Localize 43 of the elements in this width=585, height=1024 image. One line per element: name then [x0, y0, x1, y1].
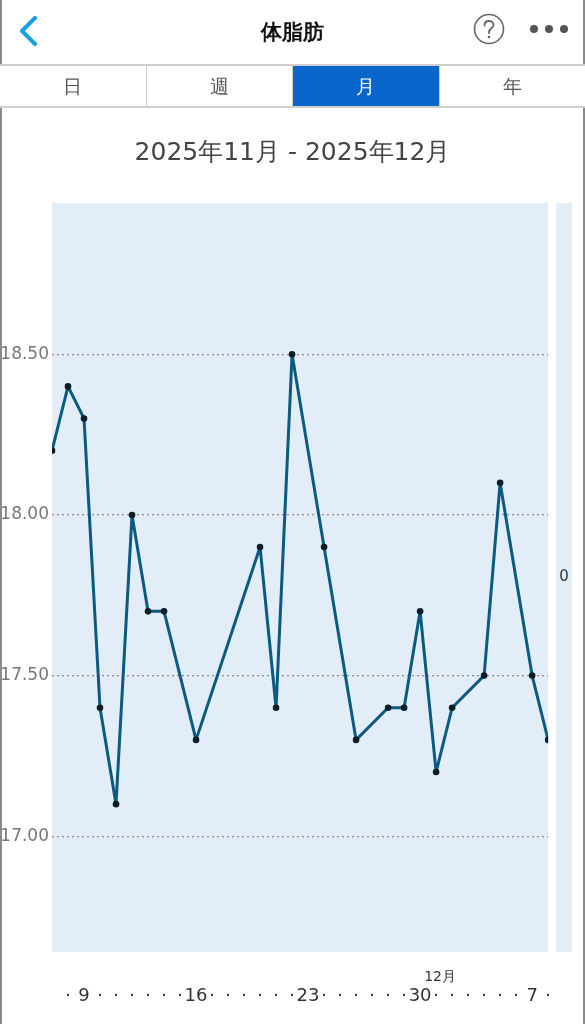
- x-tick-label: ·: [289, 984, 295, 1006]
- x-tick-label: ·: [513, 984, 519, 1006]
- x-tick-label: ·: [209, 984, 215, 1006]
- x-tick-label: ·: [129, 984, 135, 1006]
- x-tick-label: ·: [65, 984, 71, 1006]
- x-tick-label: ·: [225, 984, 231, 1006]
- x-tick-label: ·: [465, 984, 471, 1006]
- x-tick-label: ·: [497, 984, 503, 1006]
- x-tick-label: ·: [433, 984, 439, 1006]
- x-tick-label: ·: [241, 984, 247, 1006]
- x-tick-label: ·: [545, 984, 552, 1006]
- x-tick-label: ·: [369, 984, 375, 1006]
- x-tick-label: ·: [401, 984, 407, 1006]
- y-tick-label: 18.50: [0, 342, 49, 363]
- tab: 月: [293, 64, 440, 108]
- x-tick-label: 23: [296, 984, 320, 1006]
- text: 0: [559, 567, 569, 586]
- y-tick-label: 17.00: [0, 824, 49, 845]
- tab: 週: [146, 64, 293, 108]
- x-tick-label: 30: [408, 984, 432, 1006]
- x-tick-label: ·: [177, 984, 183, 1006]
- x-tick-label: ·: [273, 984, 279, 1006]
- x-tick-label: ·: [449, 984, 455, 1006]
- chart-title: 体脂肪: [259, 19, 325, 46]
- x-tick-label: ·: [385, 984, 391, 1006]
- x-tick-label: ·: [145, 984, 151, 1006]
- x-tick-label: ·: [321, 984, 327, 1006]
- x-tick-label: ·: [337, 984, 343, 1006]
- x-tick-label: ·: [481, 984, 487, 1006]
- x-tick-label: ·: [113, 984, 119, 1006]
- x-tick-label: 7: [526, 984, 538, 1006]
- chart-subtitle: 2025年11月 - 2025年12月: [133, 136, 452, 168]
- x-tick-label: ·: [161, 984, 167, 1006]
- x-tick-label: 16: [184, 984, 208, 1006]
- x-tick-label: ·: [257, 984, 263, 1006]
- text: 12月: [424, 968, 457, 984]
- x-tick-label: ·: [353, 984, 359, 1006]
- tab: 日: [0, 64, 147, 108]
- y-tick-label: 18.00: [0, 503, 49, 524]
- tab: 年: [439, 64, 585, 108]
- x-tick-label: 9: [78, 984, 90, 1006]
- y-tick-label: 17.50: [0, 664, 49, 685]
- x-tick-label: ·: [97, 984, 103, 1006]
